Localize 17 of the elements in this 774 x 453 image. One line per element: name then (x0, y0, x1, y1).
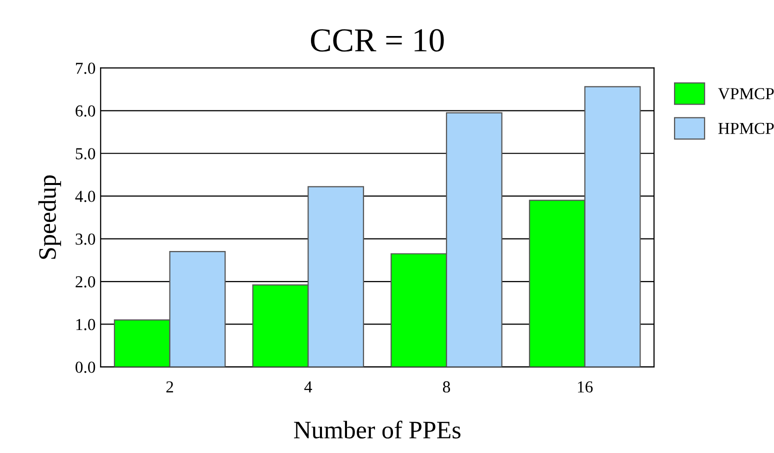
y-tick-label: 4.0 (75, 190, 96, 202)
x-tick-label: 2 (166, 381, 174, 392)
y-tick-label: 5.0 (76, 148, 96, 160)
chart-title: CCR = 10 (310, 29, 444, 52)
x-tick-label: 16 (578, 381, 593, 393)
y-tick-label: 6.0 (76, 105, 96, 117)
y-tick-label: 1.0 (76, 318, 96, 330)
legend-label: VPMCP (718, 88, 774, 100)
y-tick-label: 7.0 (76, 62, 96, 74)
y-axis-title: Speedup (38, 175, 62, 259)
y-tick-label: 0.0 (76, 362, 96, 373)
x-axis-title: Number of PPEs (294, 420, 460, 439)
x-tick-label: 4 (304, 381, 312, 392)
x-tick-label: 8 (442, 381, 450, 393)
legend-label: HPMCP (718, 122, 774, 134)
y-tick-label: 3.0 (76, 233, 96, 245)
y-tick-label: 2.0 (76, 276, 96, 288)
